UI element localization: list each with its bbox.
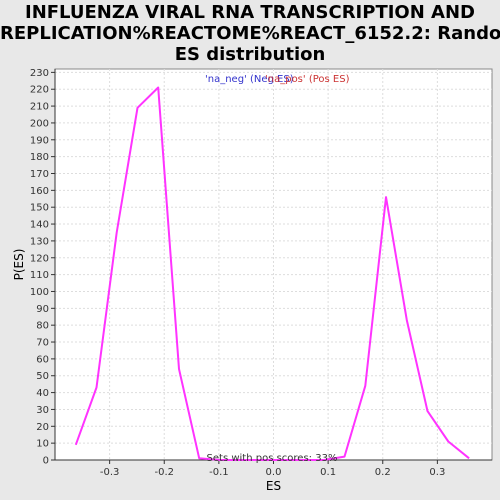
x-axis-label: ES <box>266 479 281 493</box>
y-tick-label: 70 <box>36 338 49 349</box>
legend-entry-neg: 'na_neg' (Neg ES) <box>205 74 294 85</box>
y-tick-label: 0 <box>43 456 49 467</box>
y-tick-label: 220 <box>30 85 49 96</box>
y-tick-label: 160 <box>30 186 49 197</box>
series-group <box>74 86 470 461</box>
y-tick-label: 90 <box>36 304 49 315</box>
y-tick-label: 130 <box>30 236 49 247</box>
y-tick-label: 190 <box>30 135 49 146</box>
y-tick-label: 150 <box>30 203 49 214</box>
x-tick-label: 0.0 <box>266 467 282 478</box>
y-tick-label: 50 <box>36 371 49 382</box>
y-tick-label: 200 <box>30 118 49 129</box>
y-tick-label: 170 <box>30 169 49 180</box>
y-tick-label: 120 <box>30 253 49 264</box>
y-tick-label: 230 <box>30 68 49 79</box>
y-tick-label: 100 <box>30 287 49 298</box>
y-axis: 0 10 20 30 40 50 60 70 80 90 100 110 120 130 140 150 160… <box>30 68 56 467</box>
chart-title: INFLUENZA VIRAL RNA TRANSCRIPTION AND RE… <box>0 2 500 65</box>
chart-title-line-2: REPLICATION%REACTOME%REACT_6152.2: Rando… <box>0 23 500 44</box>
x-tick-label: 0.2 <box>375 467 391 478</box>
series-line <box>74 86 470 461</box>
chart-title-line-1: INFLUENZA VIRAL RNA TRANSCRIPTION AND <box>25 2 475 23</box>
y-tick-label: 210 <box>30 102 49 113</box>
y-tick-label: 10 <box>36 439 49 450</box>
legend-entry-pos: 'na_pos' (Pos ES) <box>265 74 350 85</box>
y-tick-label: 80 <box>36 321 49 332</box>
x-tick-label: -0.2 <box>154 467 174 478</box>
y-tick-label: 60 <box>36 354 49 365</box>
annotation-pos-scores: Sets with pos scores: 33% <box>207 453 338 464</box>
y-tick-label: 140 <box>30 220 49 231</box>
y-tick-label: 40 <box>36 388 49 399</box>
x-tick-label: 0.1 <box>320 467 336 478</box>
x-tick-label: -0.3 <box>100 467 120 478</box>
x-tick-label: 0.3 <box>429 467 445 478</box>
y-axis-label: P(ES) <box>12 249 26 281</box>
y-tick-label: 30 <box>36 405 49 416</box>
chart-title-line-3: ES distribution <box>174 44 326 65</box>
y-tick-label: 20 <box>36 422 49 433</box>
x-tick-label: -0.1 <box>209 467 229 478</box>
y-tick-label: 110 <box>30 270 49 281</box>
grid-lines <box>55 69 492 461</box>
y-tick-label: 180 <box>30 152 49 163</box>
